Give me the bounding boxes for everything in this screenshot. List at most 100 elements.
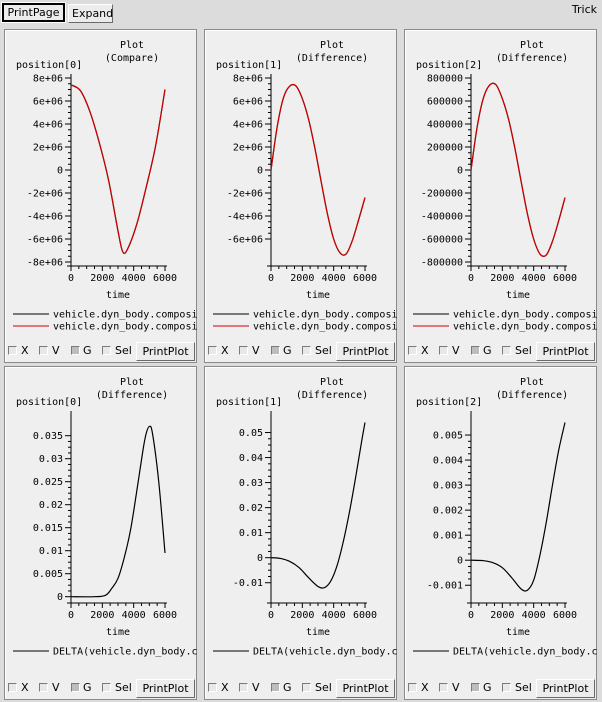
x-tick-label: 2000 xyxy=(490,273,514,284)
plot-svg[interactable]: Plot (Difference) position[0] time 0.035 0.03… xyxy=(5,367,198,679)
y-tick-label: 2e+06 xyxy=(33,143,63,154)
x-tick-label: 6000 xyxy=(353,273,377,284)
x-tick-label: 0 xyxy=(268,610,274,621)
print-plot-button[interactable]: PrintPlot xyxy=(536,342,595,361)
plot-controls: X V G Sel PrintPlot xyxy=(405,679,596,699)
y-tick-label: 600000 xyxy=(427,97,463,108)
legend-entry: DELTA(vehicle.dyn_body.c xyxy=(53,647,198,658)
x-tick-label: 6000 xyxy=(553,273,577,284)
y-tick-label: 0.004 xyxy=(433,456,463,467)
g-checkbox[interactable] xyxy=(271,346,280,355)
y-tick-label: 0.015 xyxy=(33,523,63,534)
v-checkbox[interactable] xyxy=(39,346,48,355)
sel-checkbox[interactable] xyxy=(502,346,511,355)
x-checkbox[interactable] xyxy=(208,346,217,355)
legend-entry: DELTA(vehicle.dyn_body.c xyxy=(253,647,398,658)
x-checkbox[interactable] xyxy=(8,346,17,355)
y-tick-label: -8e+06 xyxy=(27,258,63,269)
y-tick-label: 6e+06 xyxy=(33,97,63,108)
x-axis-label: time xyxy=(506,627,530,638)
x-checkbox-label: X xyxy=(221,681,229,694)
plot-svg[interactable]: Plot (Compare) position[0] time 8e+06 6e+06 4e… xyxy=(5,30,198,342)
g-checkbox[interactable] xyxy=(471,683,480,692)
plot-subtitle: (Compare) xyxy=(105,53,159,64)
plot-svg[interactable]: Plot (Difference) position[2] time 800000 600… xyxy=(405,30,598,342)
plot-svg[interactable]: Plot (Difference) position[1] time 8e+06 6e+0… xyxy=(205,30,398,342)
v-checkbox-label: V xyxy=(452,681,460,694)
print-plot-button[interactable]: PrintPlot xyxy=(336,679,395,698)
v-checkbox[interactable] xyxy=(39,683,48,692)
sel-checkbox[interactable] xyxy=(102,346,111,355)
x-tick-label: 4000 xyxy=(122,273,146,284)
g-checkbox-label: G xyxy=(83,344,92,357)
sel-checkbox[interactable] xyxy=(302,683,311,692)
plot-panel: Plot (Compare) position[0] time 8e+06 6e+06 4e… xyxy=(4,29,198,363)
plot-controls: X V G Sel PrintPlot xyxy=(205,679,396,699)
expand-button[interactable]: Expand xyxy=(68,4,113,23)
print-plot-button[interactable]: PrintPlot xyxy=(136,679,195,698)
plot-controls: X V G Sel PrintPlot xyxy=(205,342,396,362)
x-checkbox[interactable] xyxy=(208,683,217,692)
sel-checkbox-label: Sel xyxy=(515,344,532,357)
legend-entry: DELTA(vehicle.dyn_body.c xyxy=(453,647,598,658)
plot-subtitle: (Difference) xyxy=(496,53,568,64)
y-axis-label: position[1] xyxy=(216,60,282,71)
x-tick-label: 6000 xyxy=(153,610,177,621)
plot-panel: Plot (Difference) position[2] time 0.005 0.00… xyxy=(404,366,598,700)
y-tick-label: -400000 xyxy=(421,212,463,223)
legend-entry: vehicle.dyn_body.composi xyxy=(253,322,398,333)
g-checkbox[interactable] xyxy=(71,683,80,692)
plot-controls: X V G Sel PrintPlot xyxy=(5,679,196,699)
g-checkbox[interactable] xyxy=(471,346,480,355)
y-tick-label: 0 xyxy=(57,592,63,603)
y-tick-label: 0.005 xyxy=(433,431,463,442)
x-checkbox[interactable] xyxy=(408,346,417,355)
x-checkbox-label: X xyxy=(21,344,29,357)
g-checkbox[interactable] xyxy=(71,346,80,355)
sel-checkbox-label: Sel xyxy=(115,681,132,694)
print-page-button[interactable]: PrintPage xyxy=(1,2,66,23)
plot-svg[interactable]: Plot (Difference) position[1] time 0.05 0.04 0… xyxy=(205,367,398,679)
v-checkbox-label: V xyxy=(52,681,60,694)
x-tick-label: 4000 xyxy=(522,273,546,284)
y-tick-label: 200000 xyxy=(427,143,463,154)
v-checkbox-label: V xyxy=(252,344,260,357)
g-checkbox[interactable] xyxy=(271,683,280,692)
legend-entry: vehicle.dyn_body.composi xyxy=(53,310,198,321)
app-label: Trick xyxy=(571,3,597,16)
y-tick-label: 400000 xyxy=(427,120,463,131)
y-tick-label: 0.035 xyxy=(33,431,63,442)
plot-panel: Plot (Difference) position[2] time 800000 600… xyxy=(404,29,598,363)
g-checkbox-label: G xyxy=(283,681,292,694)
v-checkbox[interactable] xyxy=(239,683,248,692)
x-tick-label: 0 xyxy=(468,610,474,621)
y-tick-label: 0.02 xyxy=(239,503,263,514)
y-axis-label: position[2] xyxy=(416,397,482,408)
plot-controls: X V G Sel PrintPlot xyxy=(5,342,196,362)
legend-entry: vehicle.dyn_body.composi xyxy=(453,322,598,333)
v-checkbox[interactable] xyxy=(439,346,448,355)
v-checkbox[interactable] xyxy=(439,683,448,692)
sel-checkbox[interactable] xyxy=(102,683,111,692)
plot-subtitle: (Difference) xyxy=(296,53,368,64)
x-checkbox-label: X xyxy=(21,681,29,694)
x-checkbox[interactable] xyxy=(8,683,17,692)
v-checkbox-label: V xyxy=(252,681,260,694)
print-plot-button[interactable]: PrintPlot xyxy=(136,342,195,361)
g-checkbox-label: G xyxy=(283,344,292,357)
x-checkbox[interactable] xyxy=(408,683,417,692)
plot-subtitle: (Difference) xyxy=(496,390,568,401)
print-plot-button[interactable]: PrintPlot xyxy=(336,342,395,361)
plot-svg[interactable]: Plot (Difference) position[2] time 0.005 0.00… xyxy=(405,367,598,679)
plot-title: Plot xyxy=(320,40,344,51)
x-tick-label: 0 xyxy=(68,610,74,621)
y-tick-label: 2e+06 xyxy=(233,143,263,154)
plot-panel: Plot (Difference) position[1] time 0.05 0.04 0… xyxy=(204,366,398,700)
sel-checkbox[interactable] xyxy=(302,346,311,355)
print-plot-button[interactable]: PrintPlot xyxy=(536,679,595,698)
v-checkbox[interactable] xyxy=(239,346,248,355)
sel-checkbox[interactable] xyxy=(502,683,511,692)
plot-title: Plot xyxy=(520,377,544,388)
y-tick-label: 0 xyxy=(257,553,263,564)
g-checkbox-label: G xyxy=(483,344,492,357)
